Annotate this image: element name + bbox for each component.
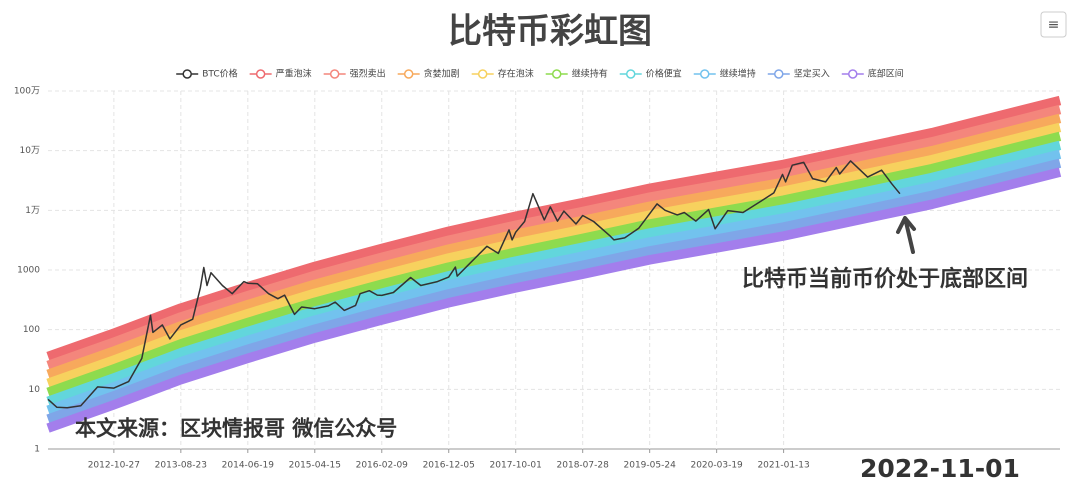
legend-marker <box>182 69 192 79</box>
legend-marker <box>699 69 710 79</box>
legend-label: 底部区间 <box>868 68 904 80</box>
x-tick-label: 2012-10-27 <box>88 461 140 471</box>
annotation: 比特币当前币价处于底部区间 <box>742 266 1028 292</box>
legend-item: 强烈卖出 <box>323 68 386 80</box>
y-tick-label: 1000 <box>17 266 40 276</box>
x-tick-label: 2015-04-15 <box>289 461 341 471</box>
rainbow-band <box>46 167 1062 433</box>
price <box>47 160 901 409</box>
x-tick-label: 2020-03-19 <box>690 461 743 471</box>
legend-item: 底部区间 <box>841 68 904 80</box>
x-tick-label: 2016-12-05 <box>423 461 475 471</box>
legend-marker <box>848 69 858 79</box>
legend-marker <box>403 69 414 79</box>
legend-label: 强烈卖出 <box>350 68 386 80</box>
legend-item: 继续增持 <box>693 68 756 80</box>
legend-item: 坚定买入 <box>767 68 830 80</box>
legend-marker <box>625 69 636 79</box>
rainbow-band <box>46 149 1062 415</box>
x-tick-label: 2016-02-09 <box>356 461 409 471</box>
legend-marker <box>477 69 488 79</box>
rainbow-band <box>46 131 1062 397</box>
rainbow-band <box>46 140 1062 406</box>
menu-icon[interactable]: ≡ <box>1048 17 1060 33</box>
y-tick-label: 100 <box>23 325 40 335</box>
x-tick-label: 2021-01-13 <box>757 461 809 471</box>
legend-label: 严重泡沫 <box>276 68 312 80</box>
legend: BTC价格 严重泡沫 强烈卖出 贪婪加剧 存在泡沫 继续持有 价格便宜 继续增持 坚定买入 底部区… <box>176 68 904 80</box>
rainbow-band <box>46 113 1062 379</box>
legend-marker <box>774 69 784 79</box>
legend-item: 继续持有 <box>545 68 608 80</box>
rainbow-band <box>46 158 1062 424</box>
date-note: 2022-11-01 <box>860 454 1020 483</box>
x-tick-label: 2019-05-24 <box>624 461 677 471</box>
legend-item: 存在泡沫 <box>471 68 534 80</box>
y-tick-label: 1 <box>34 445 40 455</box>
legend-label: 存在泡沫 <box>498 68 534 80</box>
y-tick-label: 10万 <box>20 146 40 156</box>
legend-label: 坚定买入 <box>794 68 830 80</box>
legend-item: 价格便宜 <box>619 68 682 80</box>
rainbow-band <box>46 104 1062 370</box>
x-tick-label: 2013-08-23 <box>155 461 207 471</box>
menu-button[interactable] <box>1040 11 1067 38</box>
legend-item: 严重泡沫 <box>249 68 312 80</box>
legend-label: 价格便宜 <box>646 68 682 80</box>
y-tick-label: 10 <box>29 385 41 395</box>
legend-marker <box>255 69 266 79</box>
legend-marker <box>551 69 562 79</box>
x-tick-label: 2018-07-28 <box>557 461 610 471</box>
y-tick-label: 100万 <box>14 87 40 97</box>
legend-label: 继续增持 <box>720 68 756 80</box>
legend-item: BTC价格 <box>176 68 238 80</box>
source-note: 本文来源：区块情报哥 微信公众号 <box>75 416 397 441</box>
bands <box>46 95 1062 433</box>
legend-label: BTC价格 <box>202 68 237 80</box>
legend-label: 贪婪加剧 <box>424 68 460 80</box>
arrow <box>896 216 916 254</box>
price-line <box>47 160 901 409</box>
rainbow-band <box>46 95 1062 361</box>
x-tick-label: 2017-10-01 <box>490 461 542 471</box>
chart-title: 比特币彩虹图 <box>448 12 652 52</box>
x-tick-label: 2014-06-19 <box>222 461 275 471</box>
legend-item: 贪婪加剧 <box>397 68 460 80</box>
y-tick-label: 1万 <box>25 206 40 216</box>
legend-label: 继续持有 <box>572 68 608 80</box>
legend-marker <box>329 69 340 79</box>
